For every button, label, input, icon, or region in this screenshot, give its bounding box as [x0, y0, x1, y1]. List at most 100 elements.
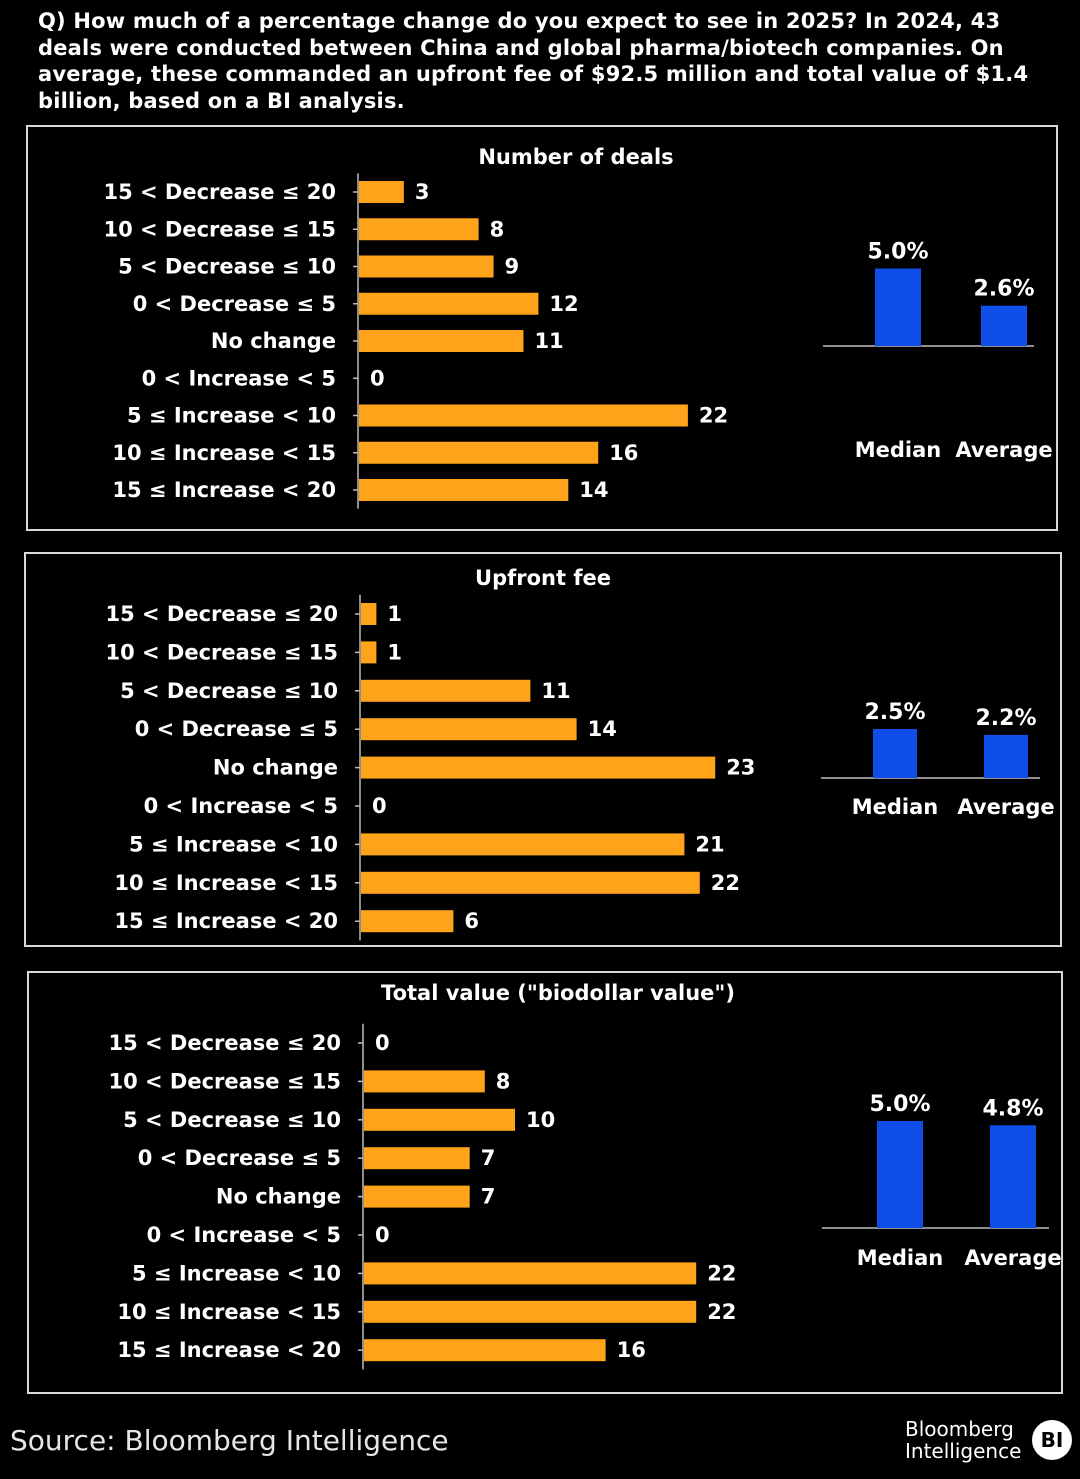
bar: [361, 641, 377, 664]
value-label: 14: [588, 717, 617, 741]
bar: [361, 833, 685, 856]
category-label: 15 ≤ Increase < 20: [112, 478, 336, 502]
category-label: 0 < Decrease ≤ 5: [133, 292, 336, 316]
category-label: 0 < Decrease ≤ 5: [135, 717, 338, 741]
category-label: 5 < Decrease ≤ 10: [118, 255, 336, 279]
category-label: 10 ≤ Increase < 15: [117, 1300, 341, 1324]
value-label: 1: [387, 602, 402, 626]
summary-value-label: 5.0%: [869, 1092, 930, 1117]
bar: [361, 603, 377, 625]
summary-bar: [873, 729, 917, 778]
category-label: 5 < Decrease ≤ 10: [123, 1108, 341, 1132]
value-label: 14: [579, 478, 608, 502]
source-note: Source: Bloomberg Intelligence: [10, 1424, 449, 1457]
value-label: 8: [490, 217, 505, 241]
bar: [361, 871, 700, 894]
bar: [364, 1185, 470, 1208]
bar: [359, 255, 494, 278]
category-label: 15 < Decrease ≤ 20: [108, 1031, 341, 1055]
category-label: 10 < Decrease ≤ 15: [103, 217, 336, 241]
value-label: 8: [496, 1069, 511, 1093]
number-of-deals-panel: Number of deals 15 < Decrease ≤ 20 3 10 < …: [26, 125, 1058, 531]
category-label: 10 ≤ Increase < 15: [112, 441, 336, 465]
value-label: 0: [375, 1031, 390, 1055]
category-label: 5 ≤ Increase < 10: [132, 1261, 341, 1285]
category-label: 0 < Increase < 5: [147, 1223, 341, 1247]
summary-value-label: 2.5%: [864, 700, 925, 725]
chart-title: Upfront fee: [475, 566, 611, 590]
bar: [359, 479, 569, 501]
bar: [359, 404, 688, 427]
chart-svg: 15 < Decrease ≤ 20 3 10 < Decrease ≤ 15 8 5 …: [103, 173, 1053, 509]
summary-bar: [990, 1125, 1036, 1228]
chart-title: Number of deals: [478, 145, 674, 169]
chart-svg: 15 < Decrease ≤ 20 110 < Decrease ≤ 15 15 …: [105, 594, 1055, 941]
value-label: 16: [617, 1338, 646, 1362]
value-label: 12: [549, 292, 578, 316]
logo-line-1: Bloomberg: [905, 1417, 1014, 1441]
summary-category-label: Median: [857, 1246, 944, 1270]
bar: [361, 679, 531, 702]
value-label: 6: [464, 909, 479, 933]
category-label: No change: [213, 756, 338, 780]
value-label: 0: [370, 366, 385, 390]
value-label: 1: [387, 640, 402, 664]
summary-category-label: Average: [957, 795, 1054, 819]
category-label: No change: [211, 329, 336, 353]
summary-category-label: Average: [955, 438, 1052, 462]
value-label: 11: [541, 679, 570, 703]
value-label: 7: [481, 1185, 496, 1209]
bar: [364, 1300, 697, 1323]
value-label: 22: [711, 871, 740, 895]
value-label: 11: [534, 329, 563, 353]
category-label: 5 ≤ Increase < 10: [127, 404, 336, 428]
bloomberg-intelligence-logo: Bloomberg Intelligence: [905, 1418, 1021, 1462]
summary-bar: [981, 305, 1027, 346]
category-label: 10 < Decrease ≤ 15: [105, 640, 338, 664]
category-label: 0 < Decrease ≤ 5: [138, 1146, 341, 1170]
summary-category-label: Average: [964, 1246, 1061, 1270]
question-text: Q) How much of a percentage change do yo…: [38, 9, 1029, 113]
category-label: 10 ≤ Increase < 15: [114, 871, 338, 895]
summary-category-label: Median: [855, 438, 942, 462]
value-label: 21: [695, 832, 724, 856]
summary-category-label: Median: [852, 795, 939, 819]
summary-bar: [984, 734, 1028, 778]
category-label: 15 < Decrease ≤ 20: [105, 602, 338, 626]
summary-value-label: 4.8%: [982, 1096, 1043, 1121]
logo-line-2: Intelligence: [905, 1439, 1022, 1463]
bar: [359, 292, 539, 315]
category-label: 0 < Increase < 5: [142, 366, 336, 390]
chart-title: Total value ("biodollar value"): [381, 981, 735, 1005]
value-label: 0: [372, 794, 387, 818]
value-label: 7: [481, 1146, 496, 1170]
summary-value-label: 5.0%: [867, 240, 928, 265]
value-label: 22: [707, 1300, 736, 1324]
bar: [364, 1339, 606, 1362]
category-label: 15 < Decrease ≤ 20: [103, 180, 336, 204]
bar: [364, 1108, 515, 1131]
bi-logo-icon: BI: [1032, 1420, 1072, 1460]
bar: [359, 218, 479, 241]
bar: [364, 1147, 470, 1170]
category-label: 15 ≤ Increase < 20: [114, 909, 338, 933]
value-label: 23: [726, 756, 755, 780]
bar: [364, 1262, 697, 1285]
value-label: 0: [375, 1223, 390, 1247]
category-label: 15 ≤ Increase < 20: [117, 1338, 341, 1362]
bar: [364, 1070, 485, 1093]
value-label: 16: [609, 441, 638, 465]
bar: [361, 718, 577, 741]
category-label: 5 < Decrease ≤ 10: [120, 679, 338, 703]
value-label: 22: [699, 404, 728, 428]
bar: [359, 441, 599, 464]
bar: [359, 330, 524, 352]
value-label: 22: [707, 1261, 736, 1285]
category-label: 5 ≤ Increase < 10: [129, 832, 338, 856]
category-label: 0 < Increase < 5: [144, 794, 338, 818]
total-value-panel: Total value ("biodollar value") 15 < Dec…: [27, 971, 1063, 1394]
value-label: 3: [415, 180, 430, 204]
category-label: 10 < Decrease ≤ 15: [108, 1069, 341, 1093]
value-label: 9: [505, 255, 520, 279]
summary-bar: [877, 1121, 923, 1228]
